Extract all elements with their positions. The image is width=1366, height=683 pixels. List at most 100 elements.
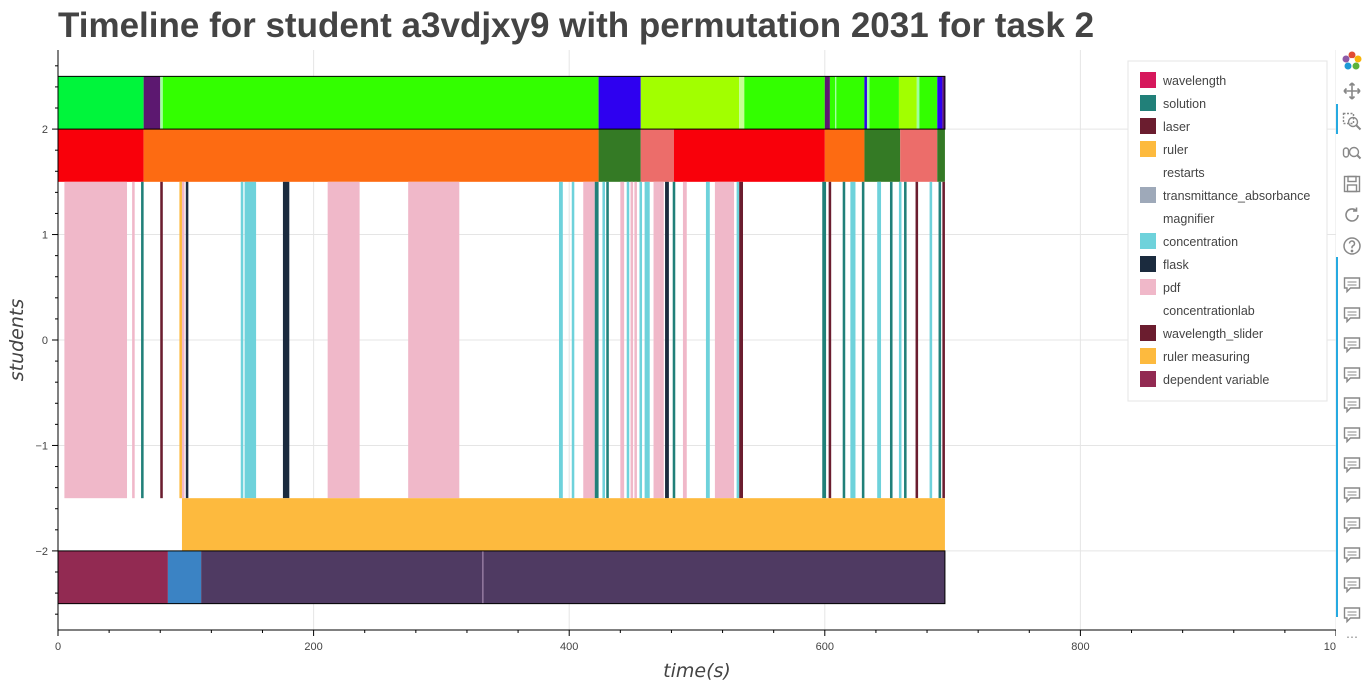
legend-swatch [1140, 371, 1156, 387]
y-tick-label: 0 [42, 335, 48, 347]
hover-icon-glyph [1343, 277, 1361, 294]
timeline-bar [606, 181, 609, 499]
legend-swatch [1140, 348, 1156, 364]
timeline-bar [408, 181, 460, 499]
pan-icon[interactable] [1341, 80, 1363, 102]
timeline-bar [929, 181, 933, 499]
hover-icon[interactable] [1341, 364, 1363, 386]
hover-icon-glyph [1343, 337, 1361, 354]
hover-icon[interactable] [1341, 274, 1363, 296]
timeline-bar [942, 181, 945, 499]
legend-swatch [1140, 118, 1156, 134]
timeline-bar [594, 181, 599, 499]
box-zoom-icon[interactable] [1341, 111, 1363, 133]
timeline-bar [822, 181, 827, 499]
hover-icon[interactable] [1341, 454, 1363, 476]
legend-label: wavelength [1162, 74, 1226, 88]
legend-item: restarts [1163, 166, 1205, 180]
legend-item: flask [1140, 256, 1189, 272]
legend-label: concentrationlab [1163, 304, 1255, 318]
timeline-bar [240, 181, 244, 499]
timeline-bar [836, 76, 865, 130]
legend-item: concentration [1140, 233, 1238, 249]
timeline-bar [665, 181, 669, 499]
timeline-bar [915, 181, 919, 499]
timeline-bar [824, 129, 865, 182]
chart-title: Timeline for student a3vdjxy9 with permu… [58, 6, 1095, 45]
bokeh-logo-icon-glyph [1342, 51, 1362, 70]
active-tool-indicator [1336, 257, 1338, 617]
legend-swatch [1140, 187, 1156, 203]
legend-swatch [1140, 72, 1156, 88]
x-axis-label: time(s) [663, 660, 731, 682]
active-tool-indicator [1336, 104, 1338, 134]
legend-box [1127, 60, 1328, 402]
timeline-bar [167, 550, 202, 604]
hover-icon[interactable] [1341, 544, 1363, 566]
legend-label: dependent variable [1163, 373, 1269, 387]
bokeh-logo-icon [1341, 50, 1363, 72]
reset-icon[interactable] [1341, 204, 1363, 226]
timeline-bar [58, 550, 168, 604]
hover-icon-glyph [1343, 547, 1361, 564]
legend-label: ruler measuring [1163, 350, 1250, 364]
legend-swatch [1140, 141, 1156, 157]
timeline-bar [583, 181, 595, 499]
legend-swatch [1140, 279, 1156, 295]
legend-label: ruler [1163, 143, 1188, 157]
timeline-bar [824, 76, 830, 130]
timeline-bar [639, 181, 643, 499]
timeline-bar [898, 181, 902, 499]
hover-icon[interactable] [1341, 574, 1363, 596]
timeline-bar [744, 76, 825, 130]
wheel-zoom-icon[interactable] [1341, 142, 1363, 164]
x-tick-label: 0 [55, 641, 61, 653]
timeline-bar [244, 181, 257, 499]
timeline-bars [58, 76, 945, 604]
legend-swatch [1140, 256, 1156, 272]
x-tick-label: 800 [1071, 641, 1089, 653]
chart-toolbar: ⋯ [1336, 50, 1366, 683]
legend-item: pdf [1140, 279, 1181, 295]
timeline-bar [877, 181, 882, 499]
timeline-bar [143, 76, 161, 130]
timeline-bar [864, 129, 901, 182]
hover-icon-glyph [1343, 517, 1361, 534]
hover-icon-glyph [1343, 607, 1361, 624]
timeline-bar [829, 76, 836, 130]
timeline-bar [598, 76, 641, 130]
timeline-bar [162, 76, 599, 130]
timeline-bar [630, 181, 634, 499]
hover-icon[interactable] [1341, 394, 1363, 416]
help-icon[interactable] [1341, 235, 1363, 257]
legend: wavelength solution laser ruler restarts tran… [1127, 60, 1328, 402]
hover-icon[interactable] [1341, 604, 1363, 626]
toolbar-more-icon[interactable]: ⋯ [1346, 630, 1358, 644]
legend-item: ruler [1140, 141, 1188, 157]
save-icon[interactable] [1341, 173, 1363, 195]
hover-icon[interactable] [1341, 304, 1363, 326]
timeline-bar [64, 181, 128, 499]
timeline-bar [181, 181, 185, 499]
hover-icon[interactable] [1341, 334, 1363, 356]
timeline-bar [736, 181, 740, 499]
timeline-bar [179, 181, 182, 499]
hover-icon[interactable] [1341, 514, 1363, 536]
hover-icon[interactable] [1341, 484, 1363, 506]
legend-label: concentration [1163, 235, 1238, 249]
timeline-bar [900, 129, 938, 182]
timeline-bar [672, 181, 676, 499]
timeline-bar [682, 181, 687, 499]
y-tick-label: −1 [35, 440, 48, 452]
y-axis-label: students [6, 299, 28, 382]
x-tick-label: 600 [816, 641, 834, 653]
hover-icon-glyph [1343, 427, 1361, 444]
legend-label: solution [1163, 97, 1206, 111]
legend-item: concentrationlab [1163, 304, 1255, 318]
help-icon-glyph [1343, 237, 1361, 255]
x-tick-label: 400 [560, 641, 578, 653]
hover-icon[interactable] [1341, 424, 1363, 446]
timeline-bar [132, 181, 135, 499]
hover-icon-glyph [1343, 397, 1361, 414]
legend-swatch [1140, 325, 1156, 341]
